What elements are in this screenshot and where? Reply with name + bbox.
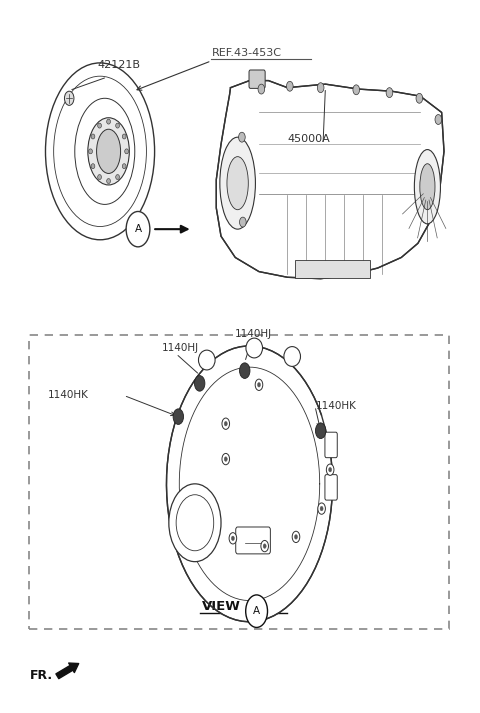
Circle shape <box>246 595 267 627</box>
Text: FR.: FR. <box>30 669 53 682</box>
Text: 1140HJ: 1140HJ <box>235 329 272 339</box>
Text: A: A <box>253 606 260 616</box>
Circle shape <box>173 409 183 424</box>
Ellipse shape <box>284 347 300 366</box>
Circle shape <box>255 379 263 391</box>
Circle shape <box>126 212 150 247</box>
Circle shape <box>229 533 237 544</box>
Circle shape <box>318 503 325 514</box>
Circle shape <box>263 544 266 548</box>
Circle shape <box>353 85 360 95</box>
Text: A: A <box>134 224 142 234</box>
Circle shape <box>224 457 228 461</box>
Polygon shape <box>167 346 333 622</box>
Circle shape <box>292 531 300 543</box>
Ellipse shape <box>420 164 435 210</box>
Ellipse shape <box>122 134 126 139</box>
Circle shape <box>224 421 228 426</box>
Bar <box>29 335 449 629</box>
Ellipse shape <box>122 164 126 169</box>
Circle shape <box>239 132 245 142</box>
Circle shape <box>240 363 250 379</box>
Ellipse shape <box>116 175 120 180</box>
Circle shape <box>320 506 323 511</box>
Text: 45000A: 45000A <box>288 134 330 144</box>
Ellipse shape <box>414 150 441 224</box>
Ellipse shape <box>125 149 129 154</box>
Ellipse shape <box>246 338 263 358</box>
Text: 1140HK: 1140HK <box>316 401 357 411</box>
Ellipse shape <box>227 157 248 210</box>
Circle shape <box>435 115 442 125</box>
Ellipse shape <box>97 123 101 128</box>
FancyBboxPatch shape <box>325 475 337 500</box>
Ellipse shape <box>89 149 93 154</box>
Circle shape <box>222 418 229 429</box>
FancyArrowPatch shape <box>56 663 79 679</box>
Text: VIEW: VIEW <box>202 600 241 612</box>
FancyBboxPatch shape <box>325 432 337 458</box>
FancyBboxPatch shape <box>236 527 270 554</box>
Text: REF.43-453C: REF.43-453C <box>212 48 282 58</box>
Ellipse shape <box>97 175 101 180</box>
Circle shape <box>287 81 293 91</box>
Ellipse shape <box>116 123 120 128</box>
Text: 42121B: 42121B <box>97 60 141 70</box>
FancyBboxPatch shape <box>249 70 265 88</box>
Text: 1140HK: 1140HK <box>48 391 89 401</box>
Text: 1140HJ: 1140HJ <box>162 343 199 353</box>
Circle shape <box>240 217 246 227</box>
Ellipse shape <box>199 350 215 370</box>
Circle shape <box>386 88 393 98</box>
Circle shape <box>261 540 268 552</box>
Ellipse shape <box>46 63 155 240</box>
Circle shape <box>258 84 264 94</box>
Ellipse shape <box>91 164 95 169</box>
Circle shape <box>317 83 324 93</box>
Circle shape <box>64 91 74 106</box>
Circle shape <box>257 383 261 387</box>
Circle shape <box>294 535 298 539</box>
Ellipse shape <box>107 119 110 124</box>
Ellipse shape <box>88 118 129 185</box>
Circle shape <box>222 453 229 465</box>
Ellipse shape <box>220 137 255 229</box>
Circle shape <box>315 423 326 438</box>
Circle shape <box>326 464 334 476</box>
Ellipse shape <box>91 134 95 139</box>
Polygon shape <box>216 81 444 279</box>
Bar <box>295 260 371 278</box>
Ellipse shape <box>96 129 120 173</box>
Circle shape <box>194 376 205 391</box>
Circle shape <box>231 536 234 540</box>
Circle shape <box>416 93 423 103</box>
Circle shape <box>169 484 221 562</box>
Circle shape <box>329 468 332 472</box>
Ellipse shape <box>107 178 110 183</box>
